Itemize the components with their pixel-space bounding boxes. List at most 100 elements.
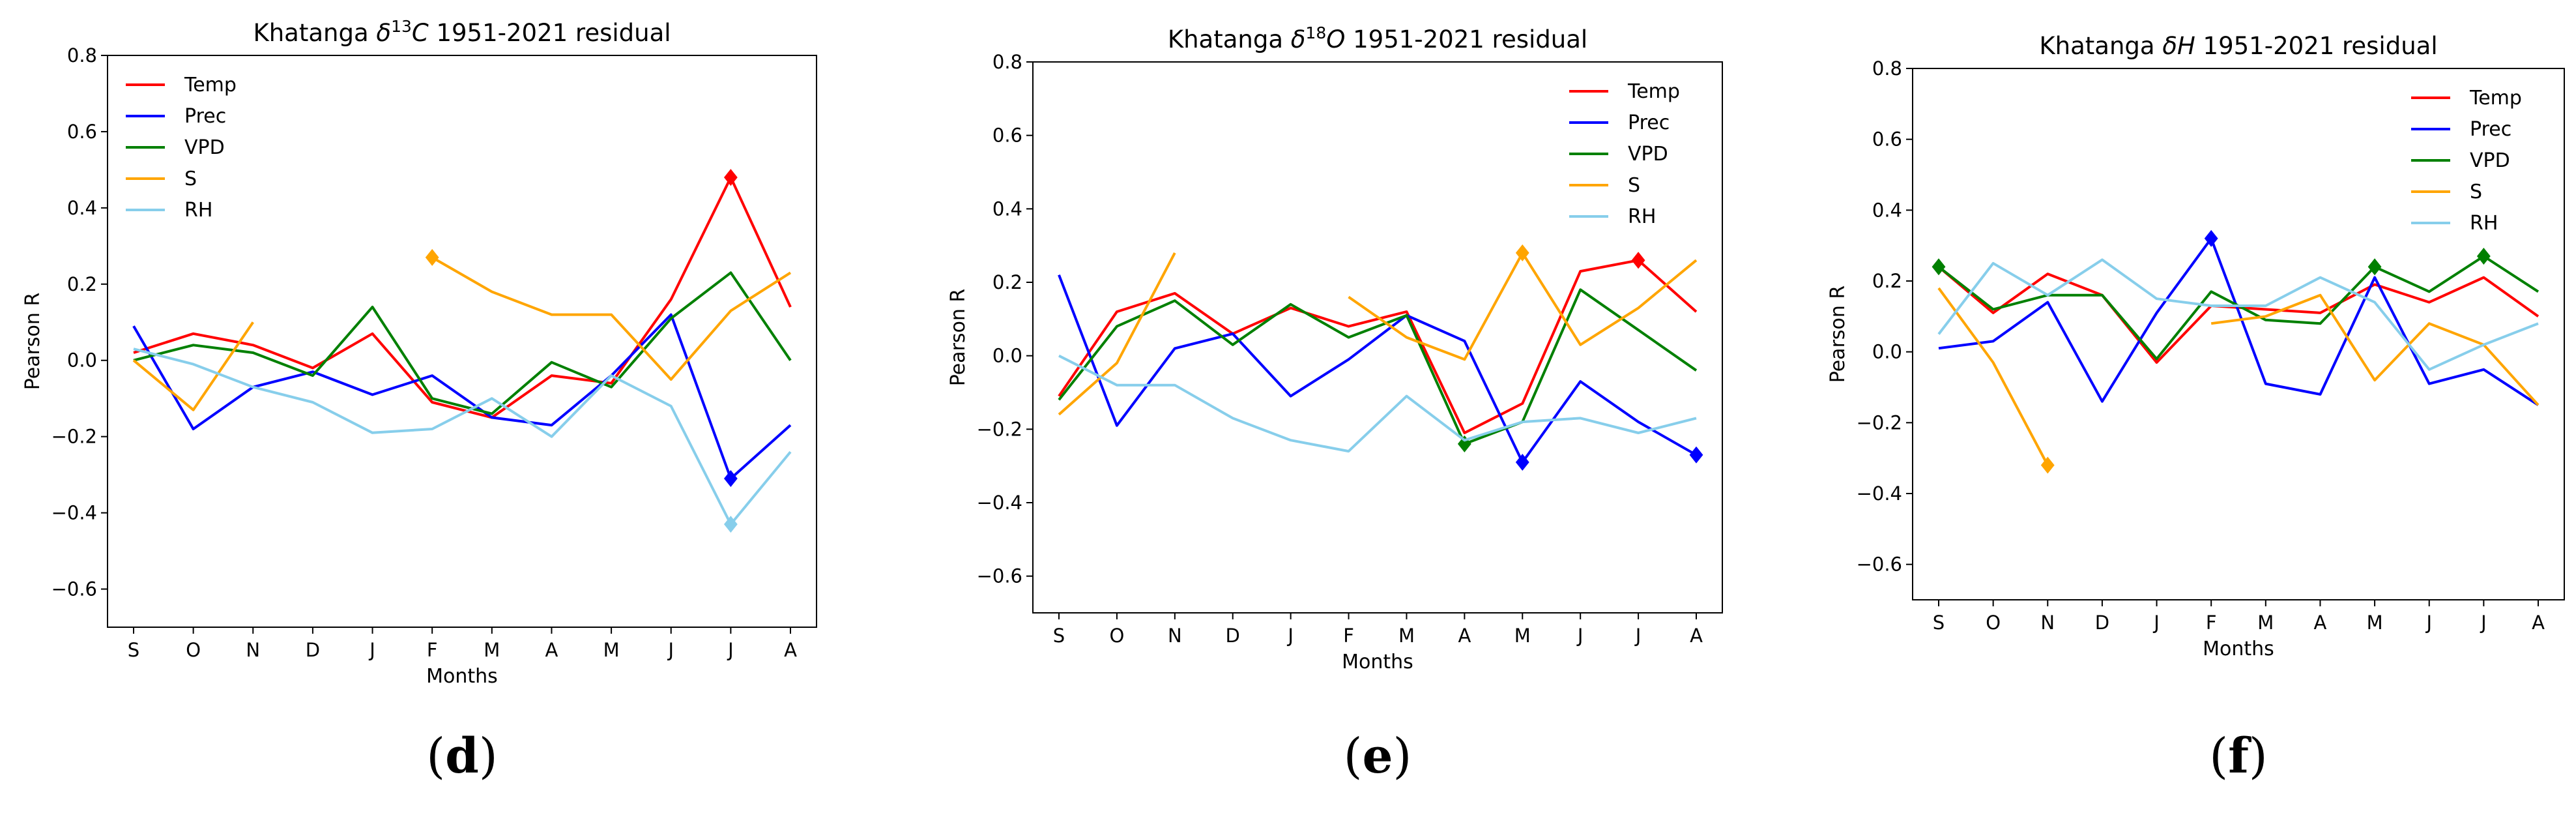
y-tick-label: −0.4 (1857, 482, 1902, 505)
series-line-vpd (1058, 288, 1698, 445)
y-tick-label: 0.4 (67, 197, 97, 219)
x-tick-label: J (1634, 625, 1642, 647)
plot-frame (1912, 68, 2565, 600)
series-line-s (431, 256, 792, 381)
y-tick-label: 0.2 (992, 271, 1022, 293)
series-line-rh (1058, 354, 1697, 453)
y-tick-label: 0.6 (1872, 128, 1902, 151)
x-tick-label: A (1690, 625, 1703, 647)
panel-label: (e) (1344, 728, 1412, 784)
legend-label-s: S (184, 168, 197, 190)
y-tick-label: 0.4 (1872, 199, 1902, 221)
series-vpd (133, 271, 792, 415)
x-tick-label: J (1576, 625, 1584, 647)
chart-panel-f: Khatanga δH 1951-2021 residual −0.6 −0.4 −0… (1827, 32, 2565, 784)
x-tick-label: J (2152, 612, 2160, 634)
x-tick-label: N (1168, 625, 1182, 647)
y-tick-label: 0.8 (67, 44, 97, 67)
x-axis-label: Months (426, 665, 498, 688)
series-line-rh (133, 347, 792, 526)
x-tick-label: A (1458, 625, 1471, 647)
series-line-prec (1938, 237, 2540, 406)
series-line-rh (1937, 258, 2539, 371)
legend-label-rh: RH (2470, 212, 2498, 235)
y-tick-label: 0.0 (67, 349, 97, 372)
legend: Temp Prec VPD S RH (1569, 80, 1680, 228)
chart-title: Khatanga δH 1951-2021 residual (2039, 32, 2437, 60)
legend-label-rh: RH (184, 199, 212, 222)
x-tick-label: A (2314, 612, 2327, 634)
significant-marker-vpd (2367, 258, 2382, 276)
panel-label: (f) (2209, 728, 2268, 784)
x-tick-label: D (306, 639, 320, 661)
x-axis-label: Months (2203, 638, 2274, 660)
x-tick-label: J (2425, 612, 2432, 634)
series-line-prec (132, 313, 792, 480)
y-tick-label: 0.0 (1872, 341, 1902, 363)
x-tick-label: J (2480, 612, 2487, 634)
x-axis-label: Months (1342, 651, 1413, 673)
significant-marker-temp (723, 169, 738, 186)
x-tick-label: S (128, 639, 139, 661)
significant-marker-prec (723, 469, 738, 487)
significant-marker-prec (1689, 446, 1703, 464)
legend-label-vpd: VPD (184, 136, 225, 159)
x-tick-label: M (2257, 612, 2274, 634)
series-temp (133, 169, 792, 419)
x-tick-label: D (1226, 625, 1240, 647)
x-tick-label: S (1933, 612, 1945, 634)
y-tick-label: −0.2 (1857, 411, 1902, 434)
plot-frame (1032, 61, 1723, 613)
y-tick-label: 0.4 (992, 198, 1022, 220)
legend-label-temp: Temp (1627, 80, 1680, 103)
significant-marker-s (425, 248, 439, 266)
x-tick-label: J (368, 639, 375, 661)
legend-label-prec: Prec (2470, 118, 2511, 141)
y-tick-label: −0.2 (51, 426, 97, 448)
y-tick-label: −0.4 (977, 492, 1022, 514)
panel-label: (d) (426, 728, 498, 784)
series-vpd (1058, 288, 1698, 452)
x-tick-label: A (784, 639, 797, 661)
y-tick-label: 0.2 (67, 273, 97, 295)
x-tick-label: M (2367, 612, 2383, 634)
series-line-s (1937, 287, 2049, 466)
series-line-s (1058, 252, 1176, 416)
series-s (132, 248, 792, 411)
x-tick-label: N (2040, 612, 2055, 634)
y-tick-label: 0.2 (1872, 270, 1902, 292)
chart-title: Khatanga δ13C 1951-2021 residual (253, 17, 671, 48)
legend: Temp Prec VPD S RH (126, 74, 237, 222)
x-tick-label: M (1514, 625, 1531, 647)
chart-panel-e: Khatanga δ18O 1951-2021 residual −0.6 −0.4… (947, 23, 1723, 784)
y-tick-label: −0.6 (51, 578, 97, 600)
series-s (1058, 244, 1698, 416)
legend-label-temp: Temp (2469, 87, 2522, 110)
series-temp (1058, 252, 1698, 434)
y-tick-label: 0.8 (992, 51, 1022, 73)
series-rh (1937, 258, 2539, 371)
y-axis-label: Pearson R (22, 293, 44, 391)
x-tick-label: O (1109, 625, 1124, 647)
y-tick-label: 0.0 (992, 345, 1022, 367)
x-tick-label: F (1343, 625, 1354, 647)
x-tick-label: M (603, 639, 620, 661)
series-line-temp (1058, 259, 1698, 434)
y-axis-label: Pearson R (1827, 286, 1849, 383)
y-axis-label: Pearson R (947, 289, 970, 387)
series-line-s (132, 321, 254, 411)
legend-label-s: S (2470, 181, 2482, 203)
x-tick-label: F (427, 639, 438, 661)
series-prec (1938, 229, 2540, 406)
x-tick-label: A (545, 639, 558, 661)
x-tick-label: A (2532, 612, 2545, 634)
legend-label-vpd: VPD (2470, 149, 2510, 172)
x-tick-label: J (1286, 625, 1294, 647)
legend-label-prec: Prec (1628, 111, 1670, 134)
legend: Temp Prec VPD S RH (2411, 87, 2522, 235)
x-tick-label: N (246, 639, 260, 661)
series-line-vpd (133, 271, 792, 415)
significant-marker-s (2040, 456, 2055, 474)
